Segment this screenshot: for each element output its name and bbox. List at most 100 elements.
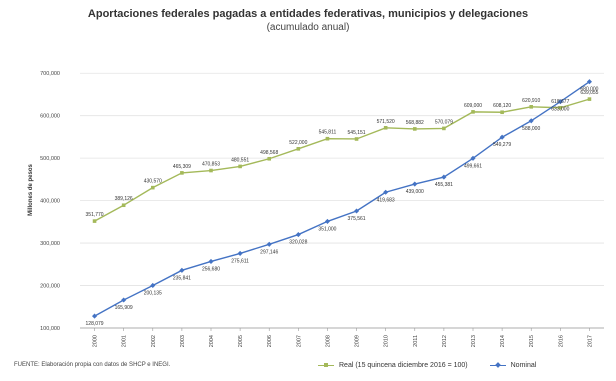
legend-item-nominal: Nominal	[489, 360, 537, 370]
legend-swatch-real	[318, 360, 334, 370]
legend-label-real: Real (15 quincena diciembre 2016 = 100)	[339, 361, 468, 369]
x-tick-label: 2004	[209, 335, 215, 347]
data-point-nominal	[150, 282, 156, 289]
data-point-real	[121, 203, 126, 208]
x-tick-label: 2008	[325, 335, 331, 347]
data-label: 522,000	[289, 140, 307, 146]
data-point-real	[587, 97, 592, 101]
x-tick-label: 2010	[384, 335, 390, 347]
data-point-real	[238, 164, 242, 169]
data-point-real	[500, 110, 504, 115]
legend: Real (15 quincena diciembre 2016 = 100) …	[318, 360, 536, 370]
data-label: 498,568	[260, 150, 278, 156]
data-point-nominal	[412, 181, 418, 187]
x-tick-label: 2002	[151, 335, 157, 347]
data-label: 439,000	[406, 189, 424, 195]
data-labels: 351,770 389,126 430,570 465,309 470,853 480,5…	[86, 87, 599, 327]
x-tick-label: 2006	[267, 335, 273, 347]
data-point-nominal	[295, 232, 301, 238]
legend-label-nominal: Nominal	[510, 361, 537, 369]
data-label: 351,770	[86, 212, 104, 218]
series-line-nominal	[94, 81, 590, 317]
data-point-nominal	[499, 134, 505, 140]
source-note: FUENTE: Elaboración propia con datos de …	[14, 362, 171, 368]
series-line-real	[94, 98, 590, 222]
data-label: 545,151	[348, 130, 366, 136]
data-point-real	[180, 171, 184, 175]
data-label: 609,000	[464, 103, 482, 109]
data-point-real	[442, 126, 446, 131]
data-label: 419,683	[377, 197, 395, 203]
data-point-nominal	[266, 241, 272, 247]
data-point-nominal	[179, 267, 185, 273]
data-point-real	[296, 147, 301, 151]
data-label: 235,841	[173, 275, 191, 281]
data-point-nominal	[470, 155, 476, 161]
data-label: 165,909	[115, 305, 133, 311]
data-label: 430,570	[144, 179, 162, 185]
data-label: 639,055	[580, 90, 598, 96]
data-point-real	[412, 127, 417, 131]
data-label: 455,381	[435, 182, 453, 188]
legend-item-real: Real (15 quincena diciembre 2016 = 100)	[318, 360, 468, 370]
data-label: 375,561	[348, 216, 366, 222]
data-point-real	[383, 125, 388, 130]
data-point-real	[471, 110, 475, 114]
x-tick-label: 2015	[529, 335, 535, 347]
y-axis-label: Millones de pesos	[28, 164, 34, 216]
data-point-real	[267, 156, 272, 161]
data-label: 588,000	[522, 126, 540, 132]
data-label: 297,146	[260, 249, 278, 255]
data-label: 608,120	[493, 103, 511, 109]
x-tick-label: 2003	[180, 335, 186, 347]
chart-title: Aportaciones federales pagadas a entidad…	[87, 8, 529, 20]
x-tick-label: 2013	[471, 335, 477, 347]
legend-swatch-nominal	[489, 360, 506, 370]
data-point-real	[209, 168, 213, 173]
series-markers	[92, 79, 592, 319]
data-label: 568,882	[406, 120, 424, 126]
x-tick-label: 2011	[413, 335, 419, 347]
data-point-nominal	[237, 250, 243, 256]
data-label: 465,309	[173, 164, 191, 170]
y-tick-label: 500,000	[40, 156, 60, 162]
data-label: 275,611	[231, 258, 249, 264]
axes: 100,000 200,000 300,000 400,000 500,000 600,0…	[28, 71, 604, 347]
x-tick-label: 2014	[500, 335, 506, 347]
data-label: 320,028	[289, 240, 307, 246]
x-tick-label: 2009	[355, 335, 361, 347]
data-point-nominal	[441, 174, 447, 180]
x-tick-label: 2000	[93, 335, 99, 347]
data-label: 499,661	[464, 163, 482, 169]
data-label: 570,079	[435, 119, 453, 125]
data-label: 680,000	[580, 87, 598, 93]
data-label: 545,811	[319, 130, 337, 136]
data-label: 549,279	[493, 142, 511, 148]
data-point-real	[325, 136, 330, 141]
series-lines	[94, 81, 590, 317]
data-label: 256,680	[202, 266, 220, 272]
data-label: 351,000	[318, 226, 336, 232]
y-tick-label: 700,000	[40, 71, 60, 77]
data-label: 633,000	[551, 107, 569, 113]
y-tick-label: 100,000	[40, 326, 60, 332]
x-tick-label: 2007	[296, 335, 302, 347]
y-tick-label: 300,000	[40, 241, 60, 247]
data-label: 389,126	[115, 196, 133, 202]
data-label: 470,853	[202, 162, 220, 168]
data-label: 480,551	[231, 157, 249, 163]
y-tick-label: 600,000	[40, 114, 60, 120]
data-point-real	[529, 105, 534, 109]
data-label: 620,910	[522, 98, 540, 104]
x-tick-label: 2012	[442, 335, 448, 347]
data-label: 128,079	[86, 321, 104, 327]
data-point-real	[558, 105, 563, 110]
data-point-real	[92, 219, 97, 223]
x-tick-label: 2005	[238, 335, 244, 347]
data-label: 618,677	[551, 99, 569, 105]
data-point-real	[150, 185, 155, 190]
y-tick-label: 200,000	[40, 284, 60, 290]
data-point-nominal	[324, 218, 330, 224]
data-label: 200,135	[144, 290, 162, 296]
